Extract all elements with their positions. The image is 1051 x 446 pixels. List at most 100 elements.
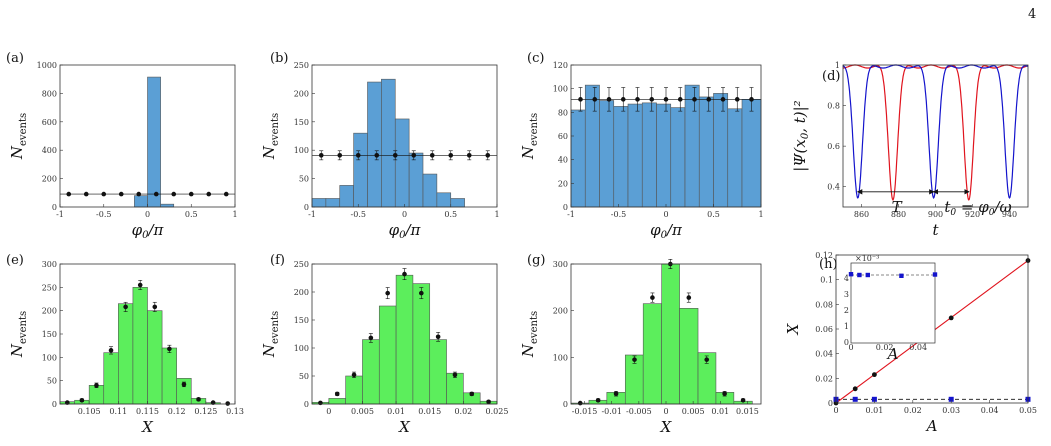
- y-tick-label: 100: [553, 85, 568, 94]
- data-point: [318, 153, 324, 158]
- y-tick-label: 150: [294, 118, 309, 127]
- histogram-bar: [147, 76, 161, 208]
- histogram-bar: [584, 84, 600, 208]
- data-point: [196, 397, 201, 402]
- inset-point: [857, 272, 862, 278]
- data-point: [692, 97, 697, 102]
- y-tick-label: 0.02: [815, 374, 833, 383]
- x-tick-label: -1: [567, 210, 575, 219]
- inset-x-tick-label: 0.02: [876, 343, 894, 352]
- data-point: [171, 191, 177, 197]
- data-point: [466, 153, 472, 158]
- y-tick-label: 20: [558, 179, 568, 188]
- data-point: [355, 153, 361, 158]
- histogram-bar: [311, 198, 327, 208]
- data-point: [94, 383, 99, 388]
- x-tick-label: 0.105: [78, 407, 101, 416]
- y-tick-label: 80: [558, 108, 568, 117]
- histogram-bar: [160, 203, 175, 208]
- histogram-bar: [412, 283, 431, 405]
- x-axis-label: t: [932, 221, 939, 239]
- y-tick-label: 800: [42, 89, 57, 98]
- y-axis-label: Nevents: [260, 311, 281, 358]
- x-tick-label: 880: [891, 210, 906, 219]
- x-tick-label: 0.5: [707, 210, 720, 219]
- y-tick-label: 600: [42, 118, 57, 127]
- data-point: [385, 290, 390, 296]
- data-point: [225, 401, 231, 406]
- histogram-bar: [378, 305, 397, 405]
- y-tick-label: 0: [52, 400, 57, 409]
- x-tick-label: 1: [758, 210, 763, 219]
- histogram-bar: [450, 198, 465, 208]
- axes-frame: [311, 263, 498, 405]
- data-point: [722, 391, 727, 397]
- data-point: [686, 295, 692, 300]
- inset-point: [899, 273, 904, 278]
- histogram-bar: [727, 108, 743, 208]
- data-point: [79, 397, 85, 403]
- x-tick-label: 0.03: [942, 406, 960, 415]
- y-tick-label: 150: [294, 316, 309, 325]
- panel-label: (b): [270, 51, 288, 66]
- y-tick-label: 1000: [37, 61, 57, 70]
- x-tick-label: -1: [56, 210, 64, 219]
- y-tick-label: 400: [42, 146, 57, 155]
- data-point-square: [871, 396, 877, 402]
- x-axis-label: X: [141, 418, 154, 436]
- y-tick-label: 200: [42, 307, 57, 316]
- panel-c: (c) -1 -0.5 0 0.5 1 0 20 40 60 80 100 120 φ0/π Nevents: [519, 51, 764, 241]
- panel-label: (a): [6, 51, 24, 66]
- histogram-bar: [362, 339, 380, 405]
- inset-point: [848, 272, 854, 277]
- x-tick-label: 940: [1002, 210, 1017, 219]
- histogram-bar: [381, 78, 396, 208]
- histogram-bar: [670, 107, 686, 208]
- histogram-bar: [436, 192, 452, 208]
- data-point: [578, 97, 583, 102]
- histogram-bar: [394, 118, 410, 208]
- data-point: [613, 391, 619, 397]
- inset-point: [865, 272, 870, 278]
- panel-label: (d): [822, 69, 840, 84]
- y-axis-label: Nevents: [519, 113, 540, 160]
- y-tick-label: 200: [42, 175, 57, 184]
- inset-x-label: A: [886, 345, 899, 363]
- histogram-bar: [661, 263, 680, 405]
- data-point: [136, 191, 142, 197]
- y-tick-label: 200: [294, 89, 309, 98]
- data-point: [83, 191, 89, 197]
- histogram-bar: [161, 347, 177, 405]
- data-point: [452, 372, 458, 378]
- histogram-bar: [599, 100, 615, 208]
- panel-a: (a) -1 -0.5 0 0.5 1 0 200 400 600 800 1000 φ0/π Neven…: [6, 51, 238, 241]
- panel-f: (f) 0 0.005 0.01 0.015 0.02 0.025 0 50 100 150 200 2…: [260, 253, 508, 436]
- x-tick-label: 0: [663, 407, 668, 416]
- y-tick-label: 40: [558, 156, 568, 165]
- y-tick-label: 100: [553, 353, 568, 362]
- inset-point: [932, 272, 938, 277]
- data-point: [337, 153, 343, 158]
- histogram-bar: [147, 310, 163, 405]
- y-tick-label: 0.08: [815, 300, 833, 309]
- page-number: 4: [1028, 7, 1036, 22]
- histogram-bar: [88, 385, 105, 405]
- data-point: [486, 399, 491, 405]
- x-tick-label: 0.01: [865, 406, 883, 415]
- y-tick-label: 200: [294, 288, 309, 297]
- y-tick-label: 0.1: [820, 276, 833, 285]
- y-tick-label: 0.8: [827, 102, 840, 111]
- x-tick-label: 0: [833, 406, 838, 415]
- x-axis-label: φ0/π: [650, 221, 683, 241]
- x-tick-label: 0.01: [387, 407, 405, 416]
- x-tick-label: 0.005: [682, 407, 705, 416]
- x-axis-label: φ0/π: [389, 221, 422, 241]
- histogram-bar: [570, 109, 586, 208]
- histogram-bar: [698, 96, 714, 208]
- data-point: [374, 153, 380, 158]
- data-point: [650, 295, 655, 300]
- histogram-bar: [627, 103, 643, 208]
- inset-y-tick-label: 1: [844, 322, 849, 331]
- inset-y-tick-label: 0: [844, 338, 849, 347]
- x-tick-label: 0: [145, 210, 150, 219]
